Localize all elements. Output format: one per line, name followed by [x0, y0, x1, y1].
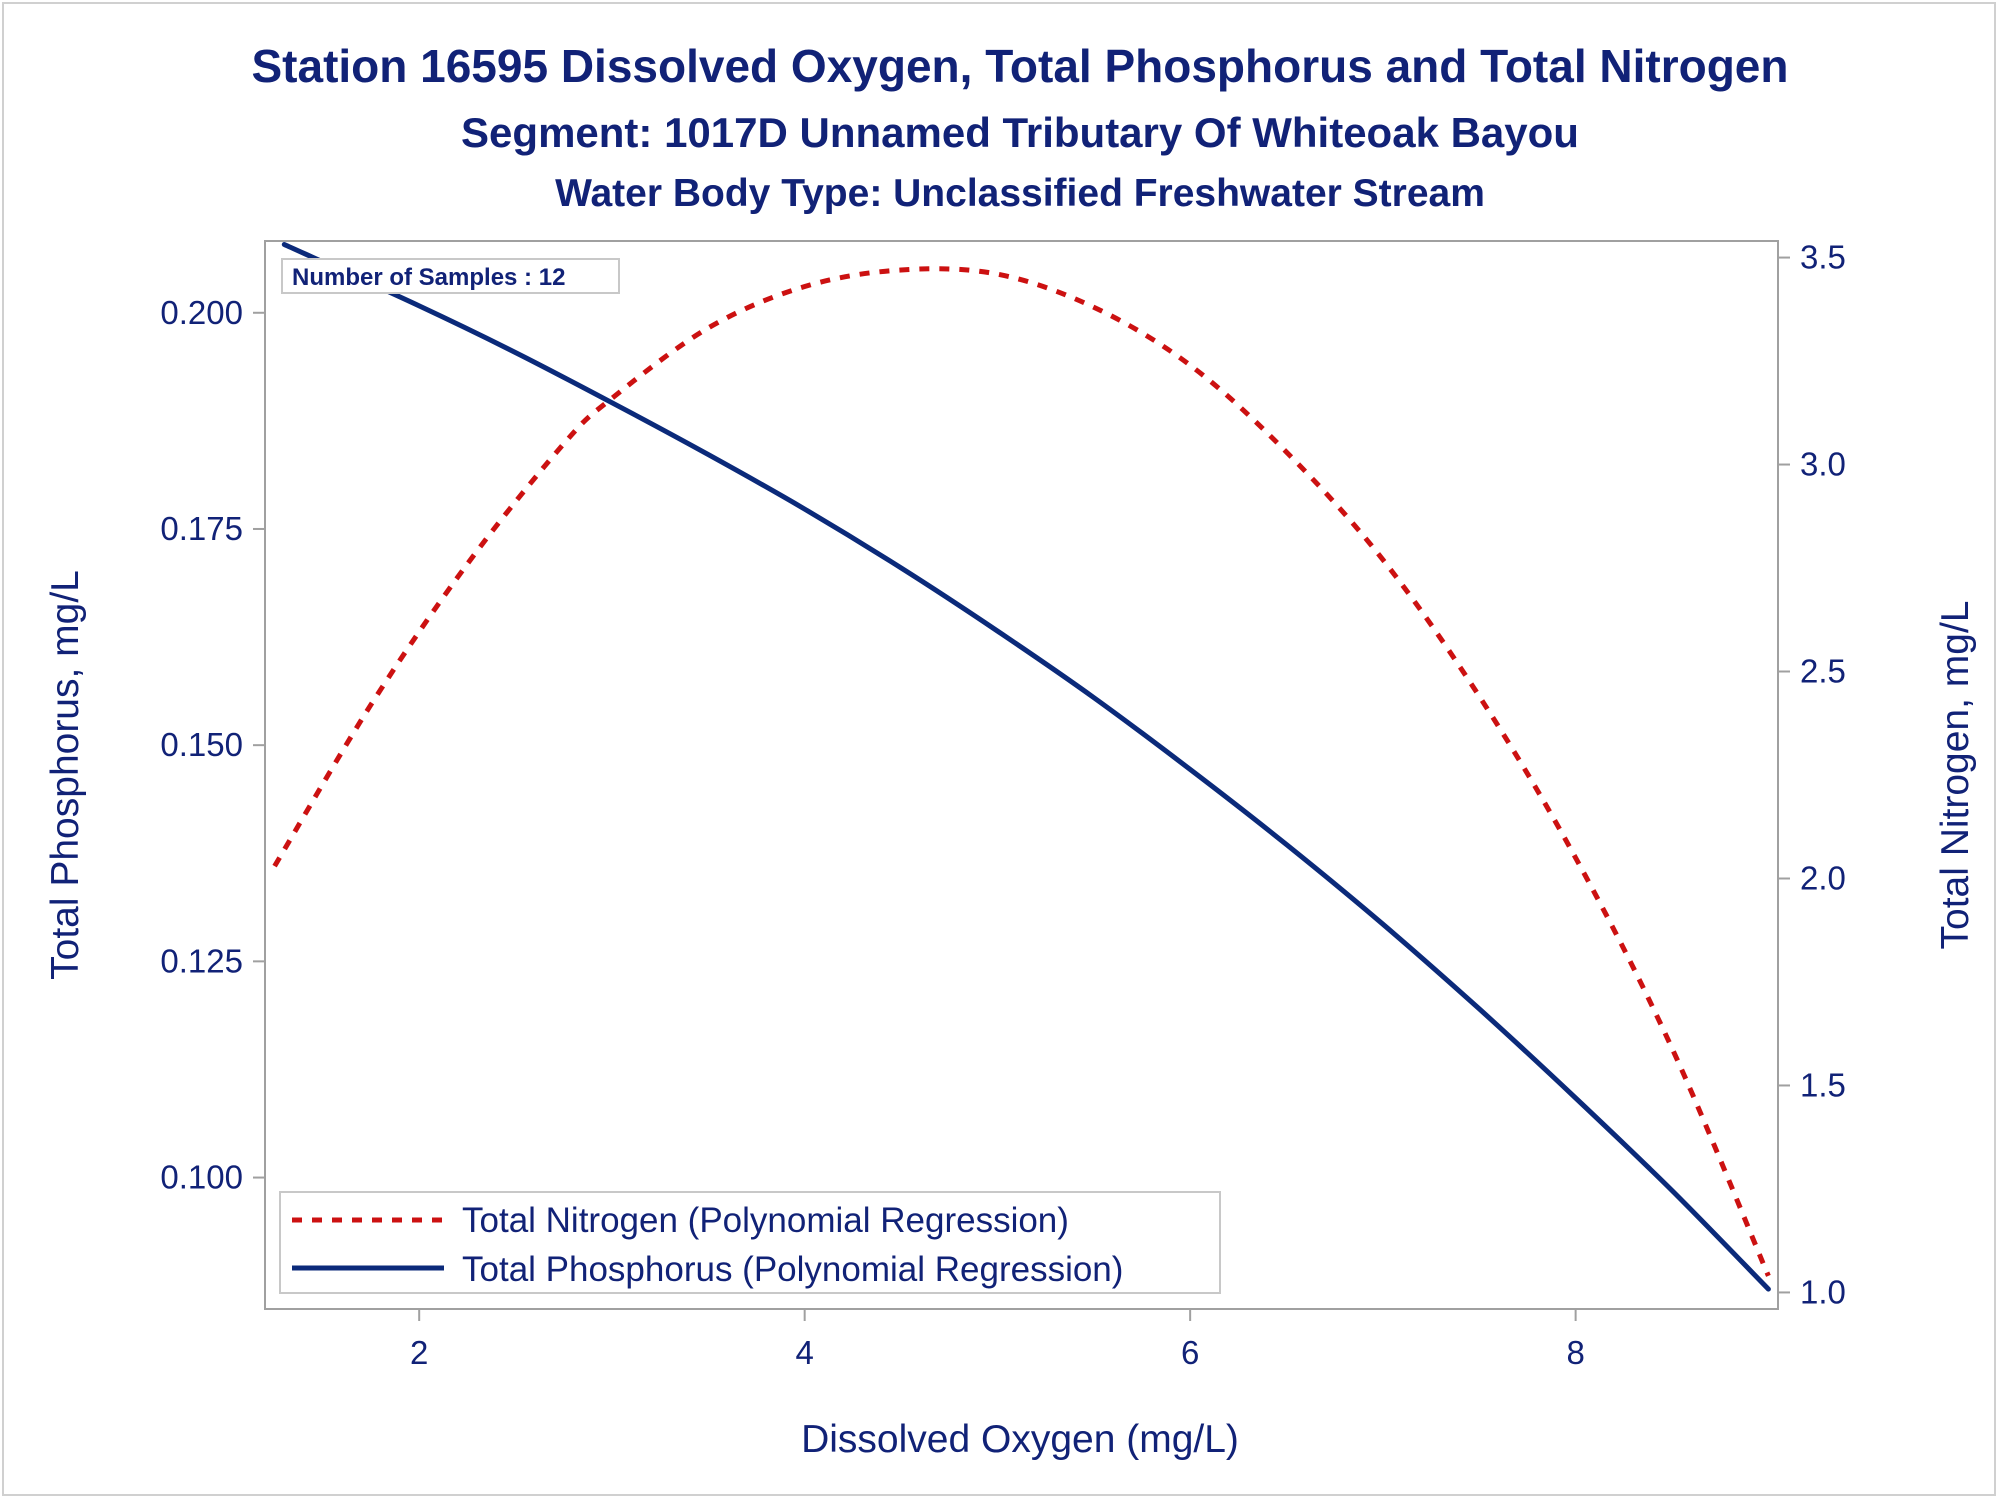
y2-tick-label: 3.5: [1800, 239, 1846, 276]
chart-subtitle-segment: Segment: 1017D Unnamed Tributary Of Whit…: [461, 109, 1579, 156]
y2-tick-label: 3.0: [1800, 446, 1846, 483]
y-axis-left: 0.100 0.125 0.150 0.175 0.200: [160, 294, 265, 1196]
y-tick-label: 0.100: [160, 1159, 243, 1196]
series-line-total-phosphorus: [281, 242, 1771, 1292]
x-axis-label: Dissolved Oxygen (mg/L): [801, 1418, 1239, 1461]
x-tick-label: 4: [795, 1334, 813, 1371]
x-axis: 2 4 6 8: [410, 1309, 1585, 1371]
y-tick-label: 0.150: [160, 726, 243, 763]
y2-tick-label: 1.0: [1800, 1273, 1846, 1310]
x-tick-label: 8: [1566, 1334, 1584, 1371]
y-tick-label: 0.175: [160, 510, 243, 547]
y-tick-label: 0.200: [160, 294, 243, 331]
sample-count-text: Number of Samples : 12: [292, 264, 565, 291]
y2-tick-label: 2.5: [1800, 653, 1846, 690]
series-layer: [272, 242, 1771, 1292]
legend-label-nitrogen: Total Nitrogen (Polynomial Regression): [462, 1201, 1069, 1240]
legend: Total Nitrogen (Polynomial Regression) T…: [279, 1191, 1221, 1294]
y2-axis-label: Total Nitrogen, mg/L: [1934, 600, 1977, 949]
inset-box: [281, 258, 620, 294]
y-axis-right: 1.0 1.5 2.0 2.5 3.0 3.5: [1778, 239, 1846, 1310]
x-tick-label: 2: [410, 1334, 428, 1371]
series-line-total-nitrogen: [272, 266, 1771, 1277]
y2-tick-label: 2.0: [1800, 859, 1846, 896]
chart-title: Station 16595 Dissolved Oxygen, Total Ph…: [251, 40, 1788, 92]
x-tick-label: 6: [1181, 1334, 1199, 1371]
plot-area: [264, 240, 1779, 1310]
legend-label-phosphorus: Total Phosphorus (Polynomial Regression): [462, 1250, 1123, 1289]
sample-count-inset: Number of Samples : 12: [281, 258, 620, 294]
y-tick-label: 0.125: [160, 942, 243, 979]
chart-subtitle-waterbody: Water Body Type: Unclassified Freshwater…: [555, 172, 1485, 215]
legend-box: [279, 1191, 1221, 1294]
y2-tick-label: 1.5: [1800, 1066, 1846, 1103]
y-axis-label: Total Phosphorus, mg/L: [44, 570, 87, 980]
